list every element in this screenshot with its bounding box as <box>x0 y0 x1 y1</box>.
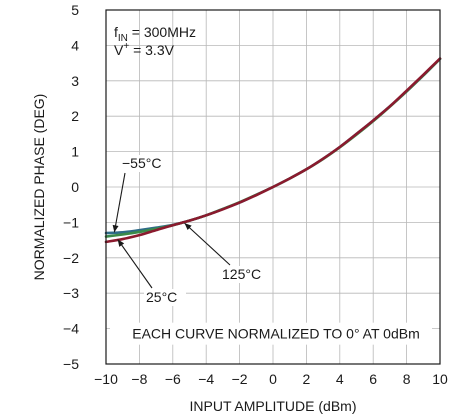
x-tick-label: −8 <box>131 371 147 387</box>
x-tick-label: −10 <box>94 371 118 387</box>
curve-callouts: −55°C 25°C 125°C <box>112 155 270 306</box>
y-tick-labels: −5 −4 −3 −2 −1 0 1 2 3 4 5 <box>63 2 79 372</box>
x-tick-label: 2 <box>303 371 311 387</box>
series-lines <box>104 57 442 244</box>
frequency-condition: fIN = 300MHz <box>114 24 196 44</box>
minus55-label-bg <box>120 155 170 172</box>
y-tick-label: 2 <box>71 108 79 124</box>
callout-arrowhead <box>112 224 119 233</box>
y-tick-label: 1 <box>71 144 79 160</box>
supply-symbol: V <box>114 42 124 58</box>
frequency-value: = 300MHz <box>128 24 196 40</box>
x-tick-label: 10 <box>432 371 448 387</box>
t125-label: 125°C <box>222 266 261 282</box>
callout-arrowhead <box>184 223 192 231</box>
frequency-symbol: f <box>114 24 118 40</box>
y-tick-label: −1 <box>63 214 79 230</box>
x-tick-label: −2 <box>232 371 248 387</box>
supply-condition: V+ = 3.3V <box>114 41 175 58</box>
y-tick-label: 4 <box>71 37 79 53</box>
y-tick-label: −2 <box>63 250 79 266</box>
plot-frame <box>105 9 441 365</box>
note-box <box>110 322 432 345</box>
x-tick-label: 6 <box>369 371 377 387</box>
y-tick-label: 5 <box>71 2 79 18</box>
x-tick-label: 8 <box>403 371 411 387</box>
t25-label: 25°C <box>146 289 177 305</box>
supply-value: = 3.3V <box>129 42 174 58</box>
callout-arrow-line <box>184 222 231 266</box>
frequency-subscript: IN <box>118 33 128 44</box>
t125-label-bg <box>220 266 270 283</box>
supply-superscript: + <box>123 41 129 52</box>
callout-arrowhead <box>117 239 125 247</box>
y-tick-label: 3 <box>71 73 79 89</box>
y-tick-label: 0 <box>71 179 79 195</box>
series-line <box>104 57 442 244</box>
normalization-note: EACH CURVE NORMALIZED TO 0° AT 0dBm <box>132 326 420 342</box>
x-tick-labels: −10 −8 −6 −4 −2 0 2 4 6 8 10 <box>94 371 448 387</box>
x-tick-label: −4 <box>198 371 214 387</box>
x-tick-label: 4 <box>336 371 344 387</box>
y-tick-label: −5 <box>63 356 79 372</box>
t25-label-bg <box>144 289 186 306</box>
callout-arrow-line <box>113 172 126 233</box>
y-axis-label: NORMALIZED PHASE (DEG) <box>31 94 47 281</box>
x-axis-label: INPUT AMPLITUDE (dBm) <box>190 398 357 414</box>
x-tick-label: −6 <box>165 371 181 387</box>
minus55-label: −55°C <box>122 155 161 171</box>
x-tick-label: 0 <box>269 371 277 387</box>
y-tick-label: −3 <box>63 285 79 301</box>
y-tick-label: −4 <box>63 321 79 337</box>
callout-arrow-line <box>117 239 153 289</box>
